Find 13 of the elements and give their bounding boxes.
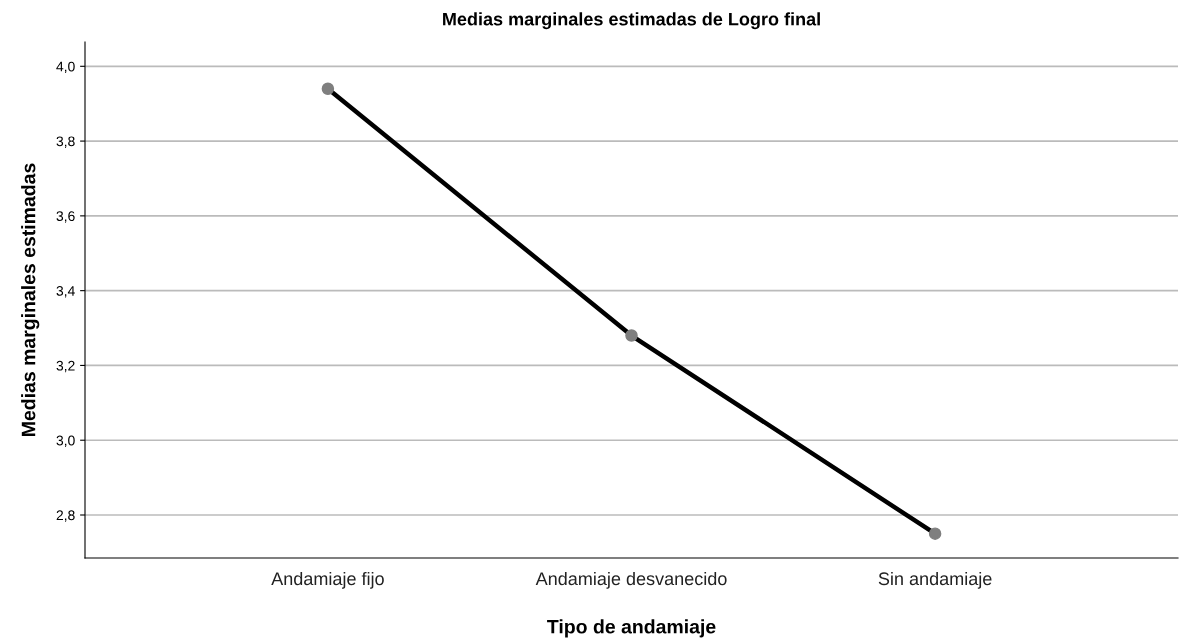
y-tick-label: 3,6 xyxy=(56,211,75,223)
y-axis-title: Medias marginales estimadas xyxy=(21,163,40,436)
y-tick-label: 3,2 xyxy=(56,360,75,373)
y-tick-label: 3,8 xyxy=(56,136,75,148)
x-tick-label: Sin andamiaje xyxy=(878,571,992,589)
y-tick-label: 3,0 xyxy=(56,435,75,448)
y-tick-label: 2,8 xyxy=(56,510,75,522)
x-tick-label: Andamiaje fijo xyxy=(271,571,384,589)
y-tick-label: 3,4 xyxy=(56,285,75,298)
x-axis-title: Tipo de andamiaje xyxy=(547,619,716,638)
y-tick-label: 4,0 xyxy=(56,61,75,74)
chart-title: Medias marginales estimadas de Logro final xyxy=(443,12,820,30)
x-tick-label: Andamiaje desvanecido xyxy=(535,571,727,589)
